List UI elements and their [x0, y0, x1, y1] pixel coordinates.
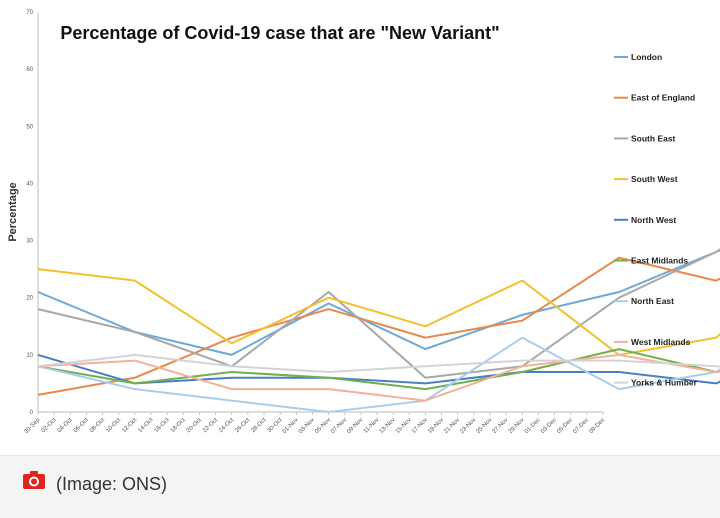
x-tick-label: 19-Nov — [427, 417, 445, 435]
legend-label: South East — [631, 133, 676, 143]
x-tick-label: 07-Dec — [572, 417, 590, 435]
legend-label: South West — [631, 174, 678, 184]
x-tick-label: 11-Nov — [363, 417, 381, 435]
chart-title: Percentage of Covid-19 case that are "Ne… — [60, 23, 499, 43]
x-tick-label: 24-Oct — [218, 417, 235, 434]
camera-icon — [23, 471, 45, 489]
x-tick-label: 03-Dec — [540, 417, 558, 435]
x-tick-label: 28-Oct — [250, 417, 267, 434]
series-line-5 — [37, 348, 720, 391]
x-tick-label: 10-Oct — [105, 417, 122, 434]
series-line-8 — [37, 353, 720, 373]
x-tick-label: 29-Nov — [508, 417, 526, 435]
legend-label: West Midlands — [631, 337, 691, 347]
x-tick-label: 23-Nov — [459, 417, 477, 435]
series-line-0 — [37, 249, 720, 356]
legend-label: East of England — [631, 93, 695, 103]
x-tick-label: 17-Nov — [411, 417, 429, 435]
series-lines — [37, 248, 720, 413]
y-tick-label: 50 — [26, 124, 33, 130]
x-tick-label: 09-Dec — [588, 417, 606, 435]
x-tick-label: 08-Oct — [89, 417, 106, 434]
x-tick-label: 21-Nov — [443, 417, 461, 435]
chart-container: Percentage of Covid-19 case that are "Ne… — [7, 10, 720, 436]
x-tick-label: 07-Nov — [330, 417, 348, 435]
y-tick-label: 70 — [26, 10, 33, 16]
y-tick-label: 40 — [26, 181, 33, 187]
x-tick-label: 01-Nov — [282, 417, 300, 435]
x-tick-label: 06-Oct — [73, 417, 90, 434]
x-tick-label: 26-Oct — [234, 417, 251, 434]
x-tick-label: 05-Dec — [556, 417, 574, 435]
x-tick-label: 09-Nov — [346, 417, 364, 435]
x-tick-label: 13-Nov — [379, 417, 397, 435]
series-line-6 — [37, 336, 720, 413]
x-tick-label: 04-Oct — [57, 417, 74, 434]
x-tick-label: 14-Oct — [137, 417, 154, 434]
chart-legend: London East of England South East South Wes… — [614, 52, 698, 388]
series-line-7 — [37, 353, 720, 402]
series-line-1 — [37, 256, 720, 396]
x-tick-label: 27-Nov — [492, 417, 510, 435]
x-tick-label: 30-Sep — [23, 417, 41, 435]
x-tick-label: 02-Oct — [41, 417, 58, 434]
x-tick-label: 01-Dec — [524, 417, 542, 435]
x-tick-label: 05-Nov — [314, 417, 332, 435]
image-caption-bar: (Image: ONS) — [0, 455, 720, 518]
y-tick-label: 10 — [26, 353, 33, 359]
y-axis-label: Percentage — [7, 182, 19, 241]
legend-label: Yorks & Humber — [631, 378, 698, 388]
y-tick-label: 20 — [26, 296, 33, 302]
series-line-3 — [37, 268, 720, 356]
line-chart: Percentage of Covid-19 case that are "Ne… — [7, 10, 720, 435]
y-tick-label: 0 — [30, 410, 34, 416]
x-tick-label: 15-Nov — [395, 417, 413, 435]
x-tick-label: 22-Oct — [202, 417, 219, 434]
x-tick-label: 12-Oct — [121, 417, 138, 434]
x-tick-label: 18-Oct — [170, 417, 187, 434]
x-tick-label: 03-Nov — [298, 417, 316, 435]
y-tick-label: 30 — [26, 239, 33, 245]
x-tick-label: 25-Nov — [475, 417, 493, 435]
legend-label: London — [631, 52, 662, 62]
legend-label: North West — [631, 215, 676, 225]
legend-label: North East — [631, 296, 674, 306]
x-tick-label: 20-Oct — [186, 417, 203, 434]
legend-label: East Midlands — [631, 256, 688, 266]
y-tick-label: 60 — [26, 67, 33, 73]
x-tick-label: 16-Oct — [154, 417, 171, 434]
image-credit: (Image: ONS) — [56, 474, 168, 494]
